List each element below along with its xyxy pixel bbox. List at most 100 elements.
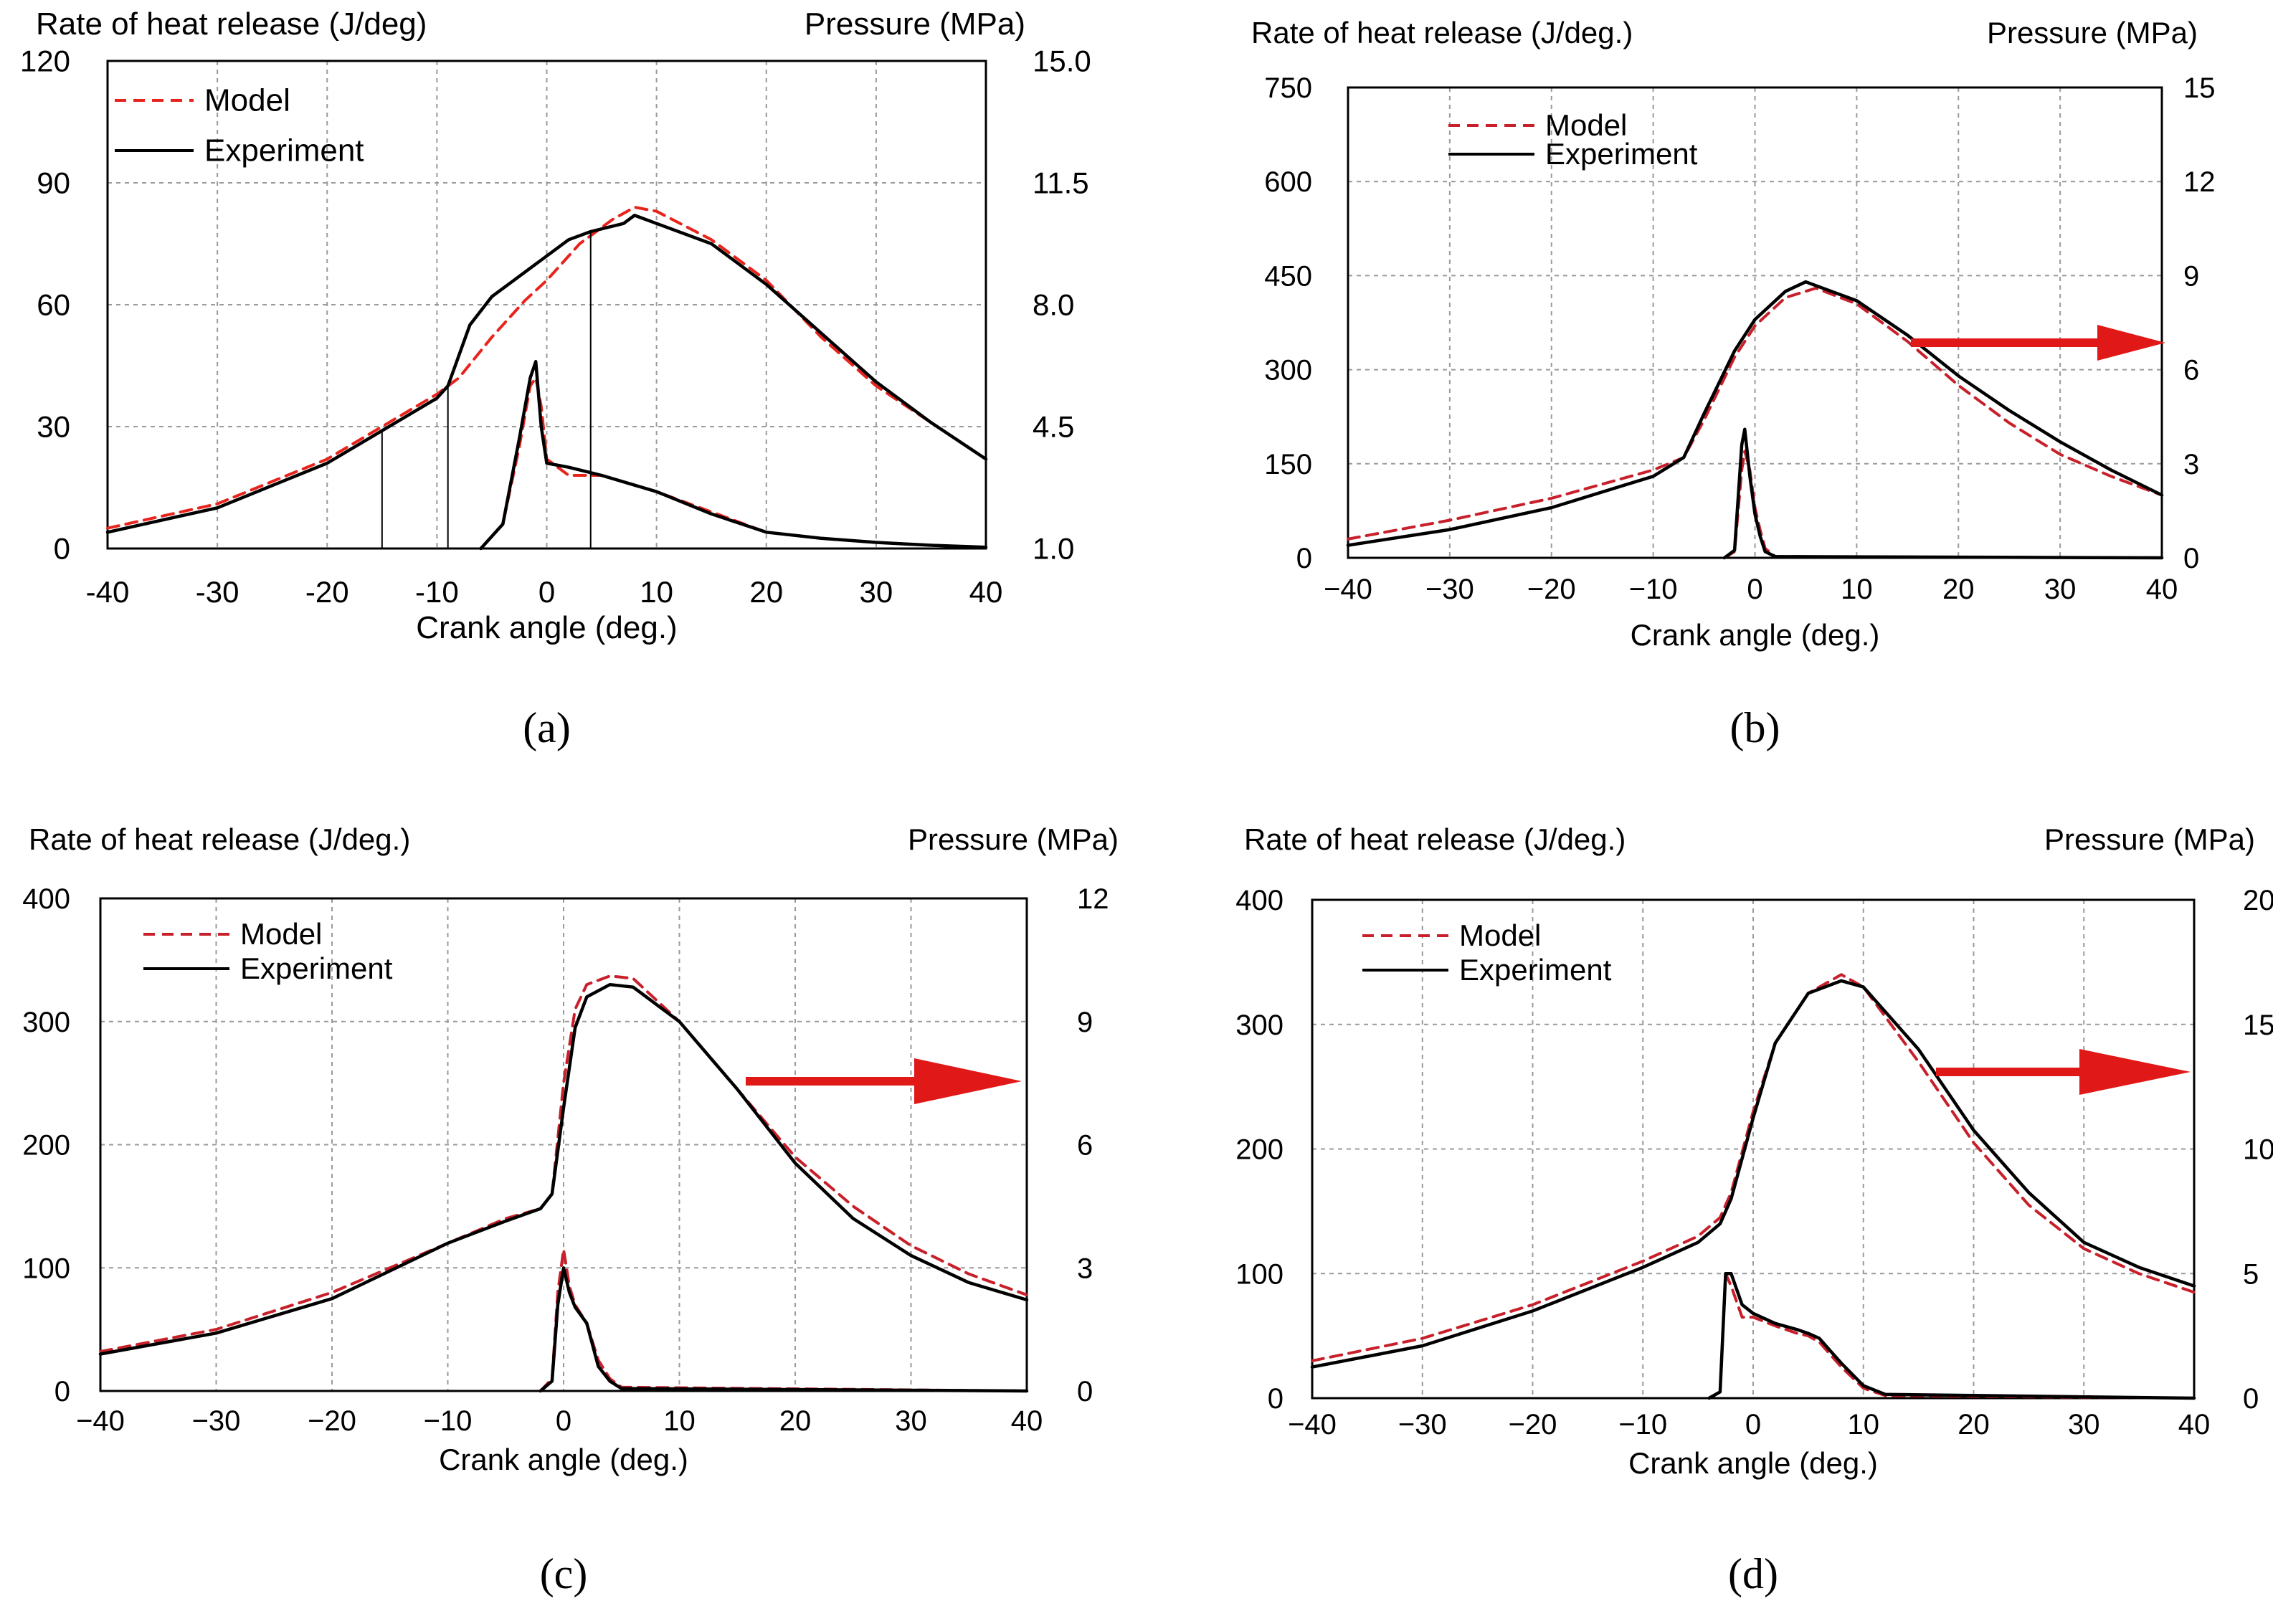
y-tick-label-left: 150 xyxy=(1264,449,1312,480)
x-tick-label: 0 xyxy=(556,1405,571,1437)
y-tick-label-right: 6 xyxy=(1077,1130,1093,1162)
y-tick-label-left: 400 xyxy=(22,883,70,915)
y-tick-label-right: 1.0 xyxy=(1033,532,1074,566)
series-line-model-heat-release xyxy=(1707,1272,2196,1400)
series-line-model-pressure xyxy=(1347,286,2163,541)
x-tick-label: −30 xyxy=(1425,574,1474,605)
series-line-experiment-heat-release xyxy=(479,360,988,551)
annotation-arrow-head xyxy=(914,1058,1022,1104)
y-tick-label-left: 120 xyxy=(20,44,70,78)
x-tick-label: −10 xyxy=(1618,1409,1667,1440)
y-tick-label-left: 300 xyxy=(1264,355,1312,386)
y-tick-label-left: 750 xyxy=(1264,72,1312,104)
series-line-model-heat-release xyxy=(1722,450,2163,559)
legend-label-model: Model xyxy=(204,83,290,118)
y-tick-label-right: 0 xyxy=(2183,543,2199,574)
y-tick-label-right: 12 xyxy=(1077,883,1109,915)
series-line-experiment-pressure xyxy=(1346,280,2164,547)
y-axis-title-left: Rate of heat release (J/deg.) xyxy=(29,822,410,856)
x-tick-label: -30 xyxy=(196,575,239,609)
panel-label: (a) xyxy=(523,704,571,751)
y-tick-label-left: 450 xyxy=(1264,260,1312,292)
chart-panel-1: -40 -30 -20 -10 0 10 20 30 40 0 30 60 90 120 1.0 4.5 8.0… xyxy=(20,6,1091,751)
x-axis-title: Crank angle (deg.) xyxy=(439,1443,688,1476)
plot-frame xyxy=(106,60,987,550)
y-tick-label-right: 0 xyxy=(1077,1376,1093,1407)
x-tick-label: 20 xyxy=(1958,1409,1990,1440)
y-axis-title-right: Pressure (MPa) xyxy=(908,822,1119,856)
x-tick-label: 10 xyxy=(663,1405,696,1437)
y-tick-label-left: 200 xyxy=(22,1130,70,1162)
x-tick-label: −40 xyxy=(1288,1409,1337,1440)
x-tick-label: 40 xyxy=(1011,1405,1043,1437)
legend-label-model: Model xyxy=(1459,918,1541,952)
series-line-model-pressure xyxy=(106,206,987,530)
y-tick-label-right: 15 xyxy=(2243,1010,2273,1041)
chart-panel-4: −40 −30 −20 −10 0 10 20 30 400100200300400051015… xyxy=(1235,822,2273,1597)
x-tick-label: 40 xyxy=(969,575,1003,609)
legend-label-experiment: Experiment xyxy=(1459,953,1612,987)
panel-label: (c) xyxy=(540,1550,588,1597)
y-tick-label-right: 3 xyxy=(1077,1253,1093,1284)
series-line-experiment-pressure xyxy=(105,214,988,534)
y-tick-label-right: 4.5 xyxy=(1033,410,1074,444)
y-tick-label-right: 12 xyxy=(2183,166,2216,198)
y-tick-label-left: 300 xyxy=(22,1007,70,1038)
x-tick-label: 30 xyxy=(895,1405,927,1437)
x-axis-title: Crank angle (deg.) xyxy=(416,610,677,645)
y-tick-label-left: 90 xyxy=(37,166,70,200)
chart-panel-3: −40 −30 −20 −10 0 10 20 30 400100200300400036912… xyxy=(22,822,1119,1597)
x-tick-label: 40 xyxy=(2178,1409,2211,1440)
legend-label-experiment: Experiment xyxy=(204,133,364,168)
panel-label: (d) xyxy=(1728,1550,1778,1597)
y-tick-label-right: 9 xyxy=(2183,260,2199,292)
y-tick-label-left: 0 xyxy=(1268,1383,1283,1415)
legend-label-experiment: Experiment xyxy=(240,951,393,985)
series-line-experiment-pressure xyxy=(98,982,1029,1356)
y-tick-label-left: 30 xyxy=(37,410,70,444)
y-axis-title-right: Pressure (MPa) xyxy=(1987,16,2198,49)
x-tick-label: −40 xyxy=(1324,574,1372,605)
x-axis-title: Crank angle (deg.) xyxy=(1628,1446,1878,1480)
series-line-model-heat-release xyxy=(538,1248,1028,1392)
x-tick-label: 30 xyxy=(2068,1409,2100,1440)
x-tick-label: 0 xyxy=(1747,574,1762,605)
panel-label: (b) xyxy=(1730,704,1780,751)
x-tick-label: 0 xyxy=(538,575,555,609)
y-tick-label-right: 6 xyxy=(2183,355,2199,386)
y-tick-label-right: 15 xyxy=(2183,72,2216,104)
y-tick-label-left: 600 xyxy=(1264,166,1312,198)
series-line-experiment-heat-release xyxy=(1722,427,2164,560)
x-tick-label: 20 xyxy=(749,575,783,609)
x-tick-label: 30 xyxy=(2044,574,2077,605)
series-line-experiment-pressure xyxy=(1310,979,2196,1369)
x-tick-label: −10 xyxy=(424,1405,473,1437)
y-axis-title-right: Pressure (MPa) xyxy=(805,6,1025,42)
y-axis-title-right: Pressure (MPa) xyxy=(2044,822,2255,856)
x-tick-label: −10 xyxy=(1629,574,1678,605)
y-tick-label-left: 0 xyxy=(54,532,70,566)
y-tick-label-right: 8.0 xyxy=(1033,288,1074,322)
y-tick-label-right: 11.5 xyxy=(1033,166,1089,200)
legend-label-model: Model xyxy=(240,917,322,951)
x-tick-label: -20 xyxy=(305,575,349,609)
x-tick-label: 20 xyxy=(1942,574,1975,605)
plot-frame xyxy=(99,897,1028,1392)
x-tick-label: −20 xyxy=(1509,1409,1557,1440)
y-tick-label-right: 5 xyxy=(2243,1258,2259,1290)
series-line-experiment-heat-release xyxy=(1707,1272,2196,1400)
x-tick-label: 30 xyxy=(860,575,893,609)
legend-label-experiment: Experiment xyxy=(1545,137,1698,171)
x-tick-label: 20 xyxy=(779,1405,812,1437)
x-tick-label: −20 xyxy=(308,1405,356,1437)
y-tick-label-left: 60 xyxy=(37,288,70,322)
y-tick-label-left: 100 xyxy=(1235,1258,1283,1290)
x-axis-title: Crank angle (deg.) xyxy=(1631,618,1880,652)
y-tick-label-left: 200 xyxy=(1235,1134,1283,1166)
annotation-arrow-head xyxy=(2097,325,2165,361)
y-tick-label-left: 300 xyxy=(1235,1010,1283,1041)
series-line-model-pressure xyxy=(1311,973,2196,1362)
y-tick-label-right: 0 xyxy=(2243,1383,2259,1415)
y-tick-label-right: 15.0 xyxy=(1033,44,1091,78)
y-axis-title-left: Rate of heat release (J/deg.) xyxy=(1244,822,1626,856)
